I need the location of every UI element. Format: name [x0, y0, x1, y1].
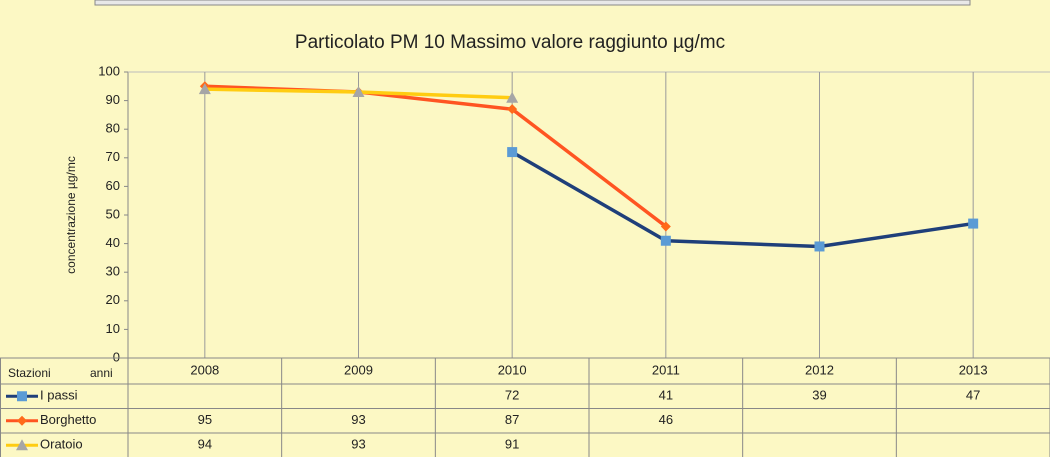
y-tick-label: 60 [106, 178, 120, 193]
marker [814, 241, 825, 252]
marker [660, 221, 671, 232]
y-tick-label: 50 [106, 206, 120, 221]
y-tick-label: 80 [106, 121, 120, 136]
series-line [511, 150, 974, 249]
x-tick-label: 2010 [498, 362, 527, 377]
legend-label: Borghetto [40, 412, 96, 427]
table-corner: anni [90, 366, 113, 380]
marker [968, 218, 979, 229]
cut-table-strip [94, 0, 971, 6]
x-tick-label: 2008 [190, 362, 219, 377]
marker [507, 104, 518, 115]
table-value: 91 [505, 437, 519, 452]
table-value: 72 [505, 388, 519, 403]
y-tick-label: 90 [106, 92, 120, 107]
marker [506, 91, 519, 103]
marker [507, 147, 518, 158]
table-corner: Stazioni [8, 366, 51, 380]
marker [198, 83, 211, 95]
marker [352, 86, 365, 98]
table-value: 94 [198, 437, 212, 452]
y-tick-label: 0 [113, 349, 120, 364]
table-value: 95 [198, 412, 212, 427]
marker [17, 391, 27, 402]
x-tick-label: 2009 [344, 362, 373, 377]
table-value: 87 [505, 412, 519, 427]
y-tick-label: 70 [106, 149, 120, 164]
chart-title: Particolato PM 10 Massimo valore raggiun… [295, 32, 725, 53]
y-axis-label: concentrazione µg/mc [64, 156, 78, 274]
table-value: 39 [812, 388, 826, 403]
table-value: 47 [966, 388, 980, 403]
y-tick-label: 20 [106, 292, 120, 307]
marker [16, 439, 28, 451]
legend-label: I passi [40, 388, 78, 403]
x-tick-label: 2012 [805, 362, 834, 377]
marker [660, 235, 671, 246]
y-tick-label: 40 [106, 235, 120, 250]
y-tick-label: 10 [106, 321, 120, 336]
x-tick-label: 2013 [959, 362, 988, 377]
table-value: 41 [659, 388, 673, 403]
table-value: 93 [351, 412, 365, 427]
marker [17, 415, 27, 426]
y-tick-label: 100 [98, 63, 120, 78]
x-tick-label: 2011 [652, 362, 680, 377]
legend-label: Oratoio [40, 437, 83, 452]
table-value: 46 [659, 412, 673, 427]
y-tick-label: 30 [106, 264, 120, 279]
table-value: 93 [351, 437, 365, 452]
